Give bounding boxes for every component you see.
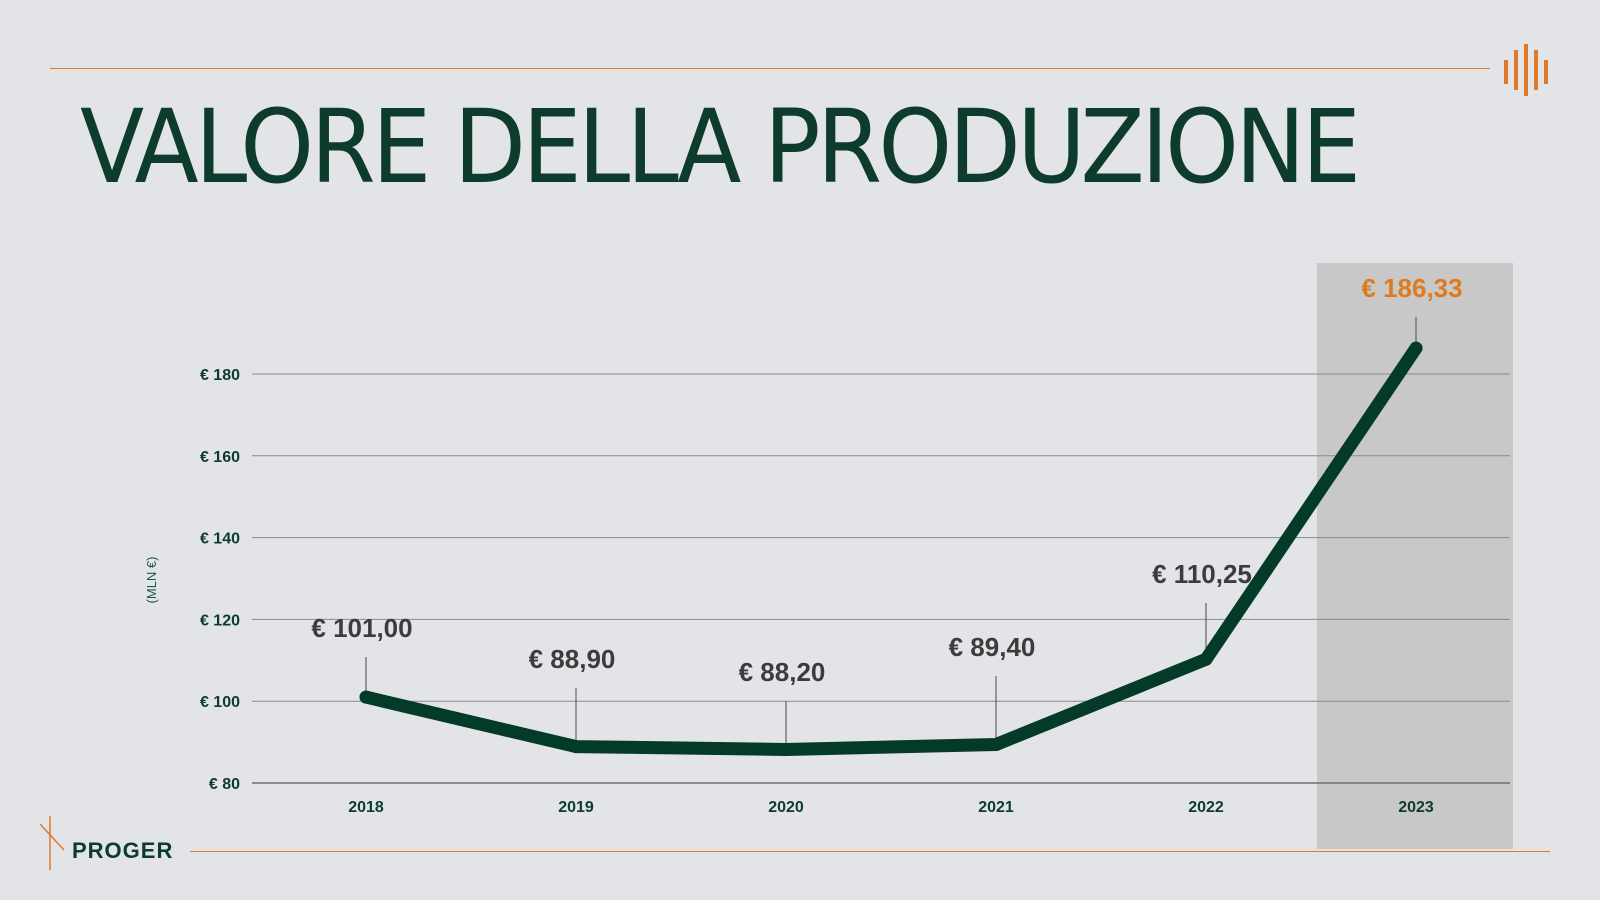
y-tick-label: € 140 (200, 531, 240, 548)
brand-bars-icon (1504, 44, 1548, 96)
data-point (569, 740, 583, 754)
data-label: € 186,33 (1361, 273, 1462, 303)
x-tick-label: 2018 (348, 799, 384, 816)
x-tick-label: 2021 (978, 799, 1014, 816)
y-axis-label: (MLN €) (144, 557, 159, 604)
data-point (1409, 341, 1423, 355)
data-label: € 88,90 (529, 644, 616, 674)
data-label: € 89,40 (949, 632, 1036, 662)
proger-slash-icon (39, 816, 65, 870)
data-point (1199, 652, 1213, 666)
y-tick-label: € 160 (200, 449, 240, 466)
y-tick-label: € 100 (200, 694, 240, 711)
x-tick-label: 2023 (1398, 799, 1434, 816)
page-title: VALORE DELLA PRODUZIONE (80, 88, 1361, 207)
y-tick-label: € 180 (200, 367, 240, 384)
top-divider (50, 68, 1490, 69)
data-label: € 88,20 (739, 657, 826, 687)
y-tick-label: € 120 (200, 612, 240, 629)
data-point (359, 690, 373, 704)
data-point (989, 738, 1003, 752)
data-point (779, 742, 793, 756)
footer-brand-name: PROGER (72, 838, 174, 863)
data-label: € 101,00 (311, 613, 412, 643)
x-tick-label: 2020 (768, 799, 804, 816)
bottom-divider (190, 851, 1550, 852)
x-tick-label: 2019 (558, 799, 594, 816)
data-label: € 110,25 (1152, 559, 1252, 589)
y-tick-label: € 80 (209, 776, 240, 793)
x-tick-label: 2022 (1188, 799, 1224, 816)
series-line (359, 341, 1423, 756)
